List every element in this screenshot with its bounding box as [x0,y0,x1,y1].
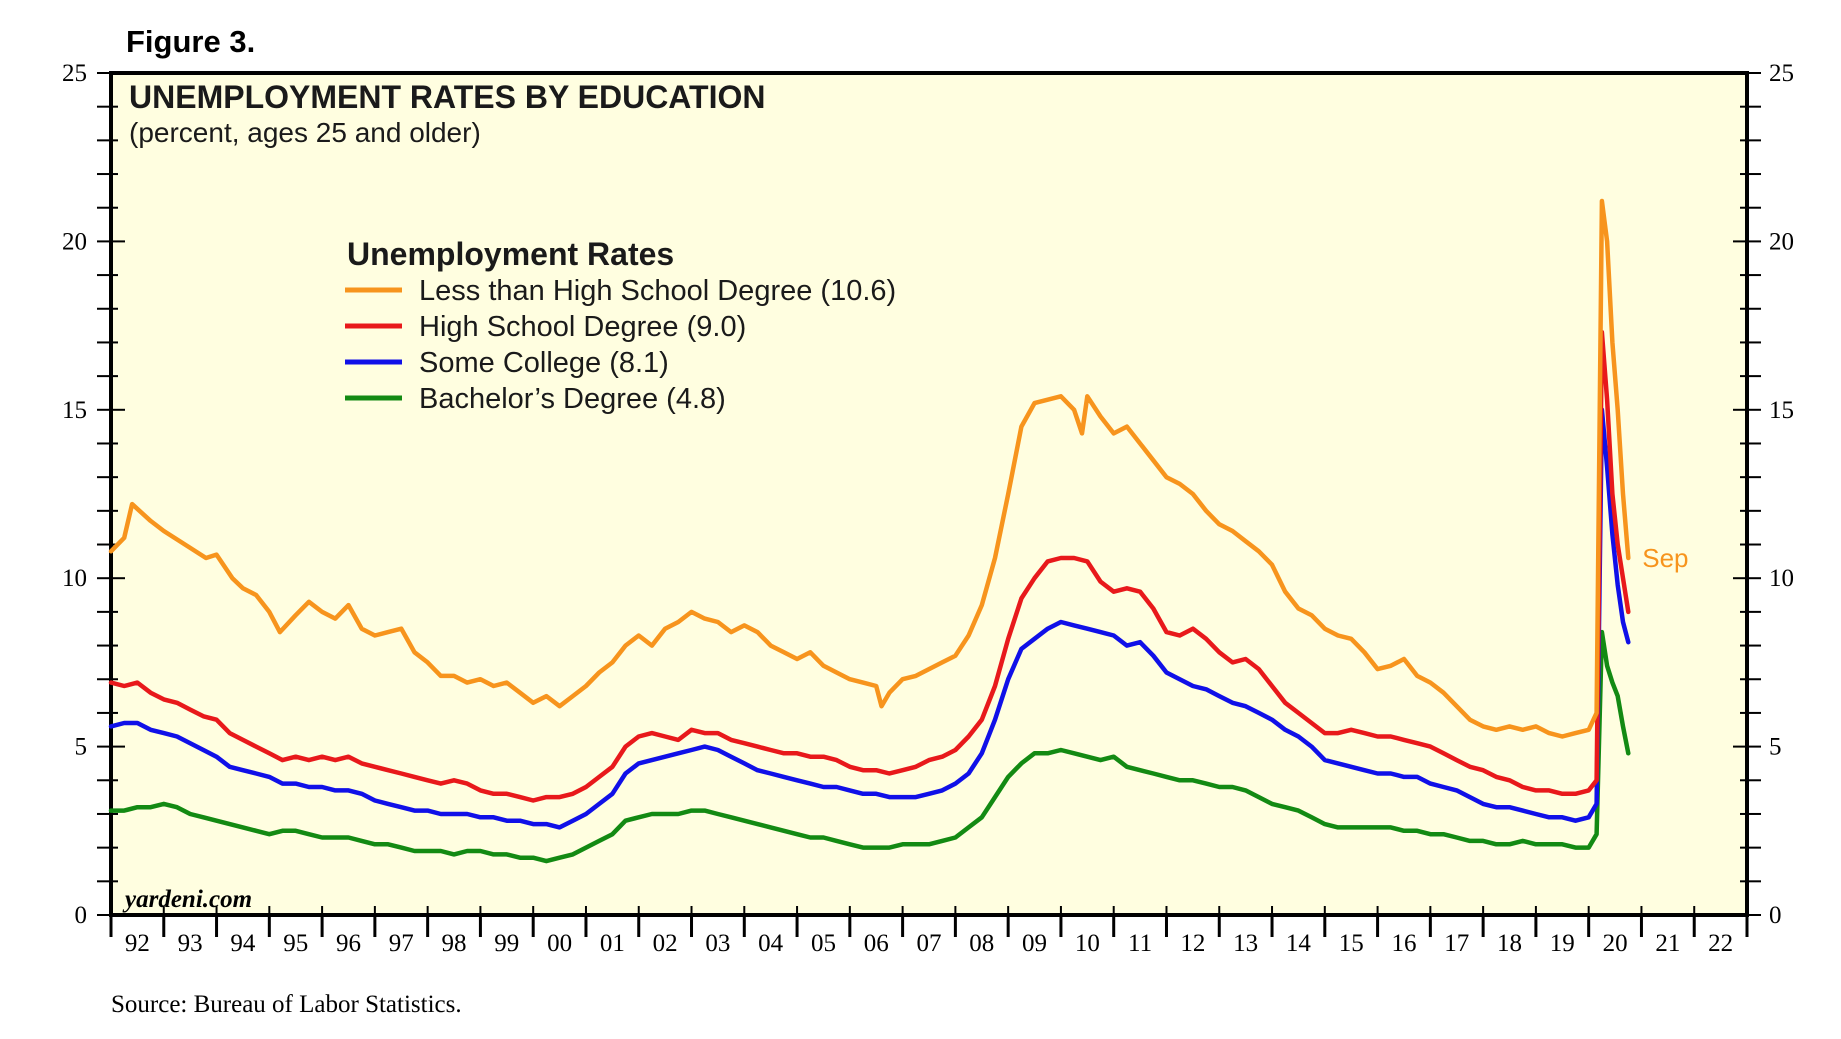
x-tick-label: 11 [1128,930,1152,957]
x-tick-label: 04 [758,930,784,957]
y-tick-label-left: 25 [62,60,87,87]
legend: Unemployment Rates Less than High School… [345,236,896,415]
figure-label: Figure 3. [126,24,255,59]
x-tick-label: 13 [1233,930,1258,957]
x-tick-label: 19 [1550,930,1575,957]
x-tick-label: 98 [442,930,467,957]
x-tick-label: 99 [494,930,519,957]
x-tick-label: 15 [1339,930,1364,957]
x-tick-label: 08 [969,930,994,957]
x-tick-label: 17 [1444,930,1469,957]
y-tick-label-left: 5 [75,734,88,761]
y-tick-label-right: 15 [1769,397,1794,424]
x-tick-label: 10 [1075,930,1100,957]
x-tick-label: 01 [600,930,625,957]
legend-entry: Bachelor’s Degree (4.8) [419,383,726,415]
x-tick-label: 00 [547,930,572,957]
source-note: Source: Bureau of Labor Statistics. [111,991,462,1018]
x-tick-label: 06 [864,930,889,957]
x-tick-label: 97 [389,930,414,957]
legend-entry: High School Degree (9.0) [419,311,746,343]
y-tick-label-right: 10 [1769,565,1794,592]
y-axis-right: 0 5 10 15 20 25 [1733,60,1794,929]
y-tick-label-right: 0 [1769,902,1782,929]
y-tick-label-right: 25 [1769,60,1794,87]
series-layer [108,198,1631,864]
x-tick-label: 92 [125,930,150,957]
x-tick-label: 02 [653,930,678,957]
x-tick-label: 96 [336,930,361,957]
x-tick-label: 16 [1391,930,1416,957]
x-tick-label: 12 [1180,930,1205,957]
watermark: yardeni.com [122,886,252,913]
x-tick-label: 09 [1022,930,1047,957]
x-tick-label: 05 [811,930,836,957]
y-tick-label-left: 15 [62,397,87,424]
chart-title: UNEMPLOYMENT RATES BY EDUCATION [129,79,765,115]
y-tick-label-left: 0 [75,902,88,929]
x-tick-label: 22 [1708,930,1733,957]
x-tick-label: 03 [705,930,730,957]
x-tick-label: 94 [230,930,256,957]
plot-area [109,71,1749,917]
series-line-1 [108,330,1631,803]
x-tick-label: 20 [1603,930,1628,957]
x-tick-label: 93 [178,930,203,957]
y-tick-label-left: 20 [62,228,87,255]
series-line-0 [108,198,1631,739]
series-line-2 [108,407,1631,830]
legend-title: Unemployment Rates [347,236,674,272]
x-tick-label: 14 [1286,930,1312,957]
x-tick-label: 95 [283,930,308,957]
x-tick-label: 21 [1655,930,1680,957]
legend-entry: Some College (8.1) [419,347,669,379]
x-tick-label: 07 [917,930,942,957]
x-tick-label: 18 [1497,930,1522,957]
y-tick-label-right: 20 [1769,228,1794,255]
legend-entry: Less than High School Degree (10.6) [419,275,896,307]
y-tick-label-right: 5 [1769,734,1782,761]
series-line-3 [108,629,1631,864]
annotation-sep: Sep [1642,543,1688,573]
y-tick-label-left: 10 [62,565,87,592]
chart-subtitle: (percent, ages 25 and older) [129,117,481,148]
x-axis: 92 93 94 95 96 97 98 99 00 01 02 03 04 05 06 07 08 09 10 11… [109,906,1749,957]
